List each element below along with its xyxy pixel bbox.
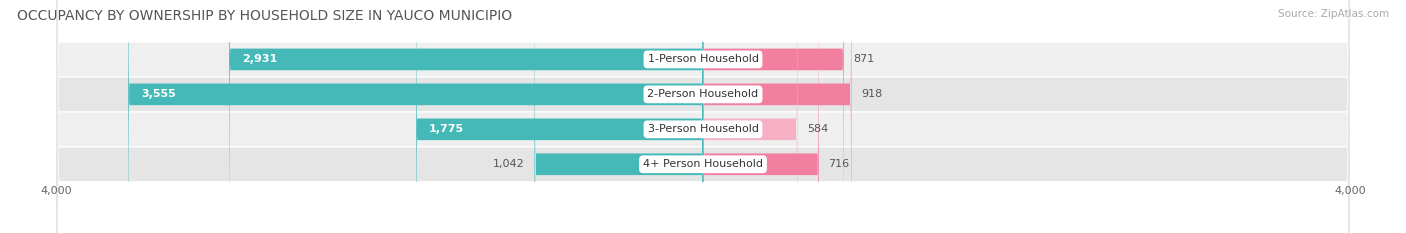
FancyBboxPatch shape: [56, 0, 1350, 233]
FancyBboxPatch shape: [56, 0, 1350, 233]
Text: 716: 716: [828, 159, 849, 169]
Text: 1,775: 1,775: [429, 124, 464, 134]
FancyBboxPatch shape: [703, 0, 797, 233]
Text: 1-Person Household: 1-Person Household: [648, 55, 758, 64]
Text: 2-Person Household: 2-Person Household: [647, 89, 759, 99]
FancyBboxPatch shape: [128, 0, 703, 233]
FancyBboxPatch shape: [703, 0, 844, 233]
FancyBboxPatch shape: [534, 0, 703, 233]
FancyBboxPatch shape: [229, 0, 703, 233]
FancyBboxPatch shape: [703, 0, 852, 233]
Text: 871: 871: [853, 55, 875, 64]
Text: 2,931: 2,931: [242, 55, 277, 64]
Text: 3,555: 3,555: [141, 89, 176, 99]
Text: 1,042: 1,042: [494, 159, 524, 169]
Text: 4+ Person Household: 4+ Person Household: [643, 159, 763, 169]
Text: OCCUPANCY BY OWNERSHIP BY HOUSEHOLD SIZE IN YAUCO MUNICIPIO: OCCUPANCY BY OWNERSHIP BY HOUSEHOLD SIZE…: [17, 9, 512, 23]
FancyBboxPatch shape: [703, 0, 818, 233]
Text: 918: 918: [860, 89, 883, 99]
FancyBboxPatch shape: [56, 0, 1350, 233]
Text: Source: ZipAtlas.com: Source: ZipAtlas.com: [1278, 9, 1389, 19]
FancyBboxPatch shape: [56, 0, 1350, 233]
Text: 3-Person Household: 3-Person Household: [648, 124, 758, 134]
Text: 584: 584: [807, 124, 828, 134]
FancyBboxPatch shape: [416, 0, 703, 233]
